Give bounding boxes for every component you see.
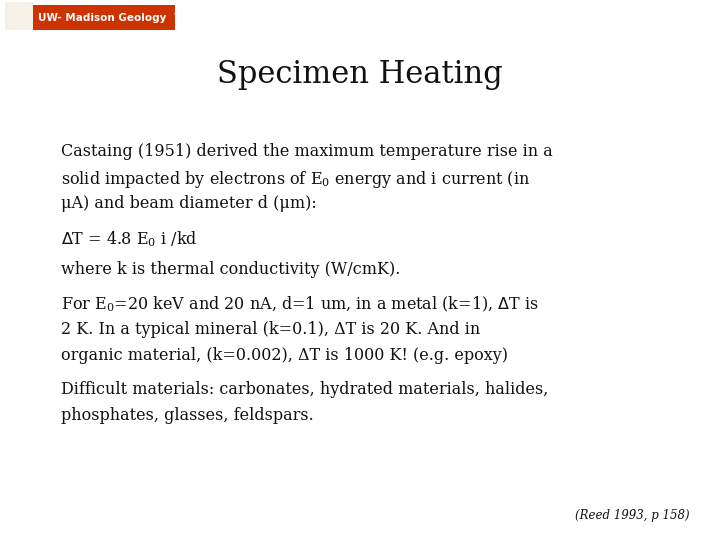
Text: For $\mathregular{E_0}$=20 keV and 20 nA, d=1 um, in a metal (k=1), $\Delta$T is: For $\mathregular{E_0}$=20 keV and 20 nA… [61,295,539,314]
Text: phosphates, glasses, feldspars.: phosphates, glasses, feldspars. [61,407,314,424]
Bar [30,5,175,30]
Text: 2 K. In a typical mineral (k=0.1), ΔT is 20 K. And in: 2 K. In a typical mineral (k=0.1), ΔT is… [61,321,480,338]
Text: μA) and beam diameter d (μm):: μA) and beam diameter d (μm): [61,195,317,212]
Text: Specimen Heating: Specimen Heating [217,59,503,91]
Text: where k is thermal conductivity (W/cmK).: where k is thermal conductivity (W/cmK). [61,261,400,278]
Text: UW- Madison Geology  777: UW- Madison Geology 777 [38,13,196,23]
Text: Difficult materials: carbonates, hydrated materials, halides,: Difficult materials: carbonates, hydrate… [61,381,549,398]
Text: Castaing (1951) derived the maximum temperature rise in a: Castaing (1951) derived the maximum temp… [61,143,553,160]
Text: $\Delta$T = 4.8 $\mathregular{E_0}$ i /kd: $\Delta$T = 4.8 $\mathregular{E_0}$ i /k… [61,229,198,248]
Text: solid impacted by electrons of $\mathregular{E_0}$ energy and i current (in: solid impacted by electrons of $\mathreg… [61,169,531,190]
Text: organic material, (k=0.002), ΔT is 1000 K! (e.g. epoxy): organic material, (k=0.002), ΔT is 1000 … [61,347,508,364]
Text: (Reed 1993, p 158): (Reed 1993, p 158) [575,509,690,522]
Bar [5,2,33,30]
